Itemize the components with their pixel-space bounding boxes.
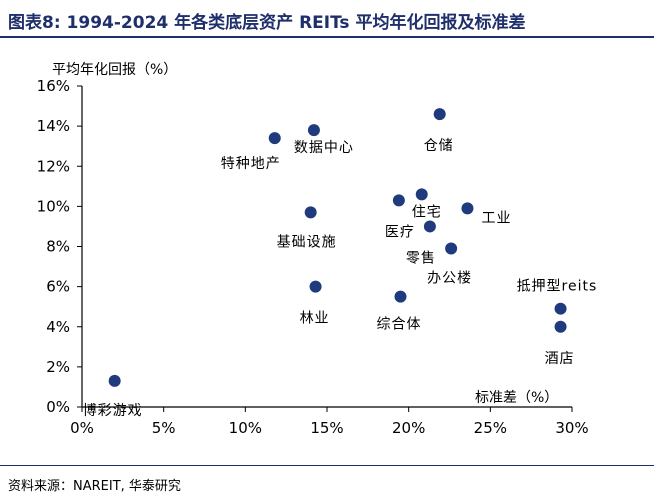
x-tick-label: 30% <box>555 419 588 437</box>
data-point <box>309 280 322 293</box>
data-point <box>423 220 436 233</box>
data-point-label: 特种地产 <box>221 156 281 172</box>
y-tick-label: 4% <box>46 318 70 336</box>
data-point <box>108 374 121 387</box>
y-axis-title: 平均年化回报（%） <box>52 62 177 78</box>
data-point-label: 办公楼 <box>427 271 472 287</box>
data-point-label: 酒店 <box>545 351 575 367</box>
x-tick-label: 15% <box>310 419 343 437</box>
data-point <box>307 124 320 137</box>
chart-points <box>108 108 567 387</box>
x-axis-title: 标准差（%） <box>475 390 558 406</box>
data-point <box>433 108 446 121</box>
scatter-chart: 0% 2% 4% 6% 8% 10% 12% 14% 16% 0% 5% 10% 15% 20% 25% 30… <box>37 62 598 437</box>
data-point-label: 抵押型reits <box>517 279 598 295</box>
data-point <box>554 320 567 333</box>
data-point <box>554 302 567 315</box>
y-tick-label: 14% <box>37 117 70 135</box>
data-point-label: 综合体 <box>377 317 422 333</box>
x-tick-label: 25% <box>474 419 507 437</box>
y-tick-label: 16% <box>37 77 70 95</box>
data-point-label: 基础设施 <box>277 233 337 250</box>
x-tick-label: 5% <box>152 419 176 437</box>
data-point <box>445 242 458 255</box>
source-note: 资料来源：NAREIT, 华泰研究 <box>8 479 181 494</box>
data-point-label: 博彩游戏 <box>83 402 143 419</box>
data-point-label: 零售 <box>406 250 436 266</box>
data-point-label: 仓储 <box>424 138 454 154</box>
data-point <box>394 290 407 303</box>
figure-title: 图表8: 1994-2024 年各类底层资产 REITs 平均年化回报及标准差 <box>8 13 526 33</box>
data-point-label: 数据中心 <box>294 140 354 156</box>
y-tick-label: 10% <box>37 197 70 215</box>
y-tick-label: 6% <box>46 278 70 296</box>
y-tick-label: 8% <box>46 238 70 256</box>
data-point <box>268 132 281 145</box>
data-point <box>415 188 428 201</box>
data-point <box>392 194 405 207</box>
y-tick-label: 2% <box>46 358 70 376</box>
y-tick-label: 0% <box>46 398 70 416</box>
data-point-label: 医疗 <box>385 224 415 240</box>
title-divider <box>0 36 654 38</box>
data-point-label: 林业 <box>300 311 330 327</box>
x-tick-label: 0% <box>70 419 94 437</box>
data-point-label: 住宅 <box>412 204 442 220</box>
x-tick-label: 10% <box>229 419 262 437</box>
data-point-label: 工业 <box>481 210 511 226</box>
y-tick-label: 12% <box>37 157 70 175</box>
chart-ticks: 0% 2% 4% 6% 8% 10% 12% 14% 16% 0% 5% 10% 15% 20% 25% 30… <box>37 77 589 437</box>
data-point <box>461 202 474 215</box>
x-tick-label: 20% <box>392 419 425 437</box>
title-bar: 图表8: 1994-2024 年各类底层资产 REITs 平均年化回报及标准差 <box>0 0 654 40</box>
data-point <box>304 206 317 219</box>
source-divider <box>0 465 654 466</box>
